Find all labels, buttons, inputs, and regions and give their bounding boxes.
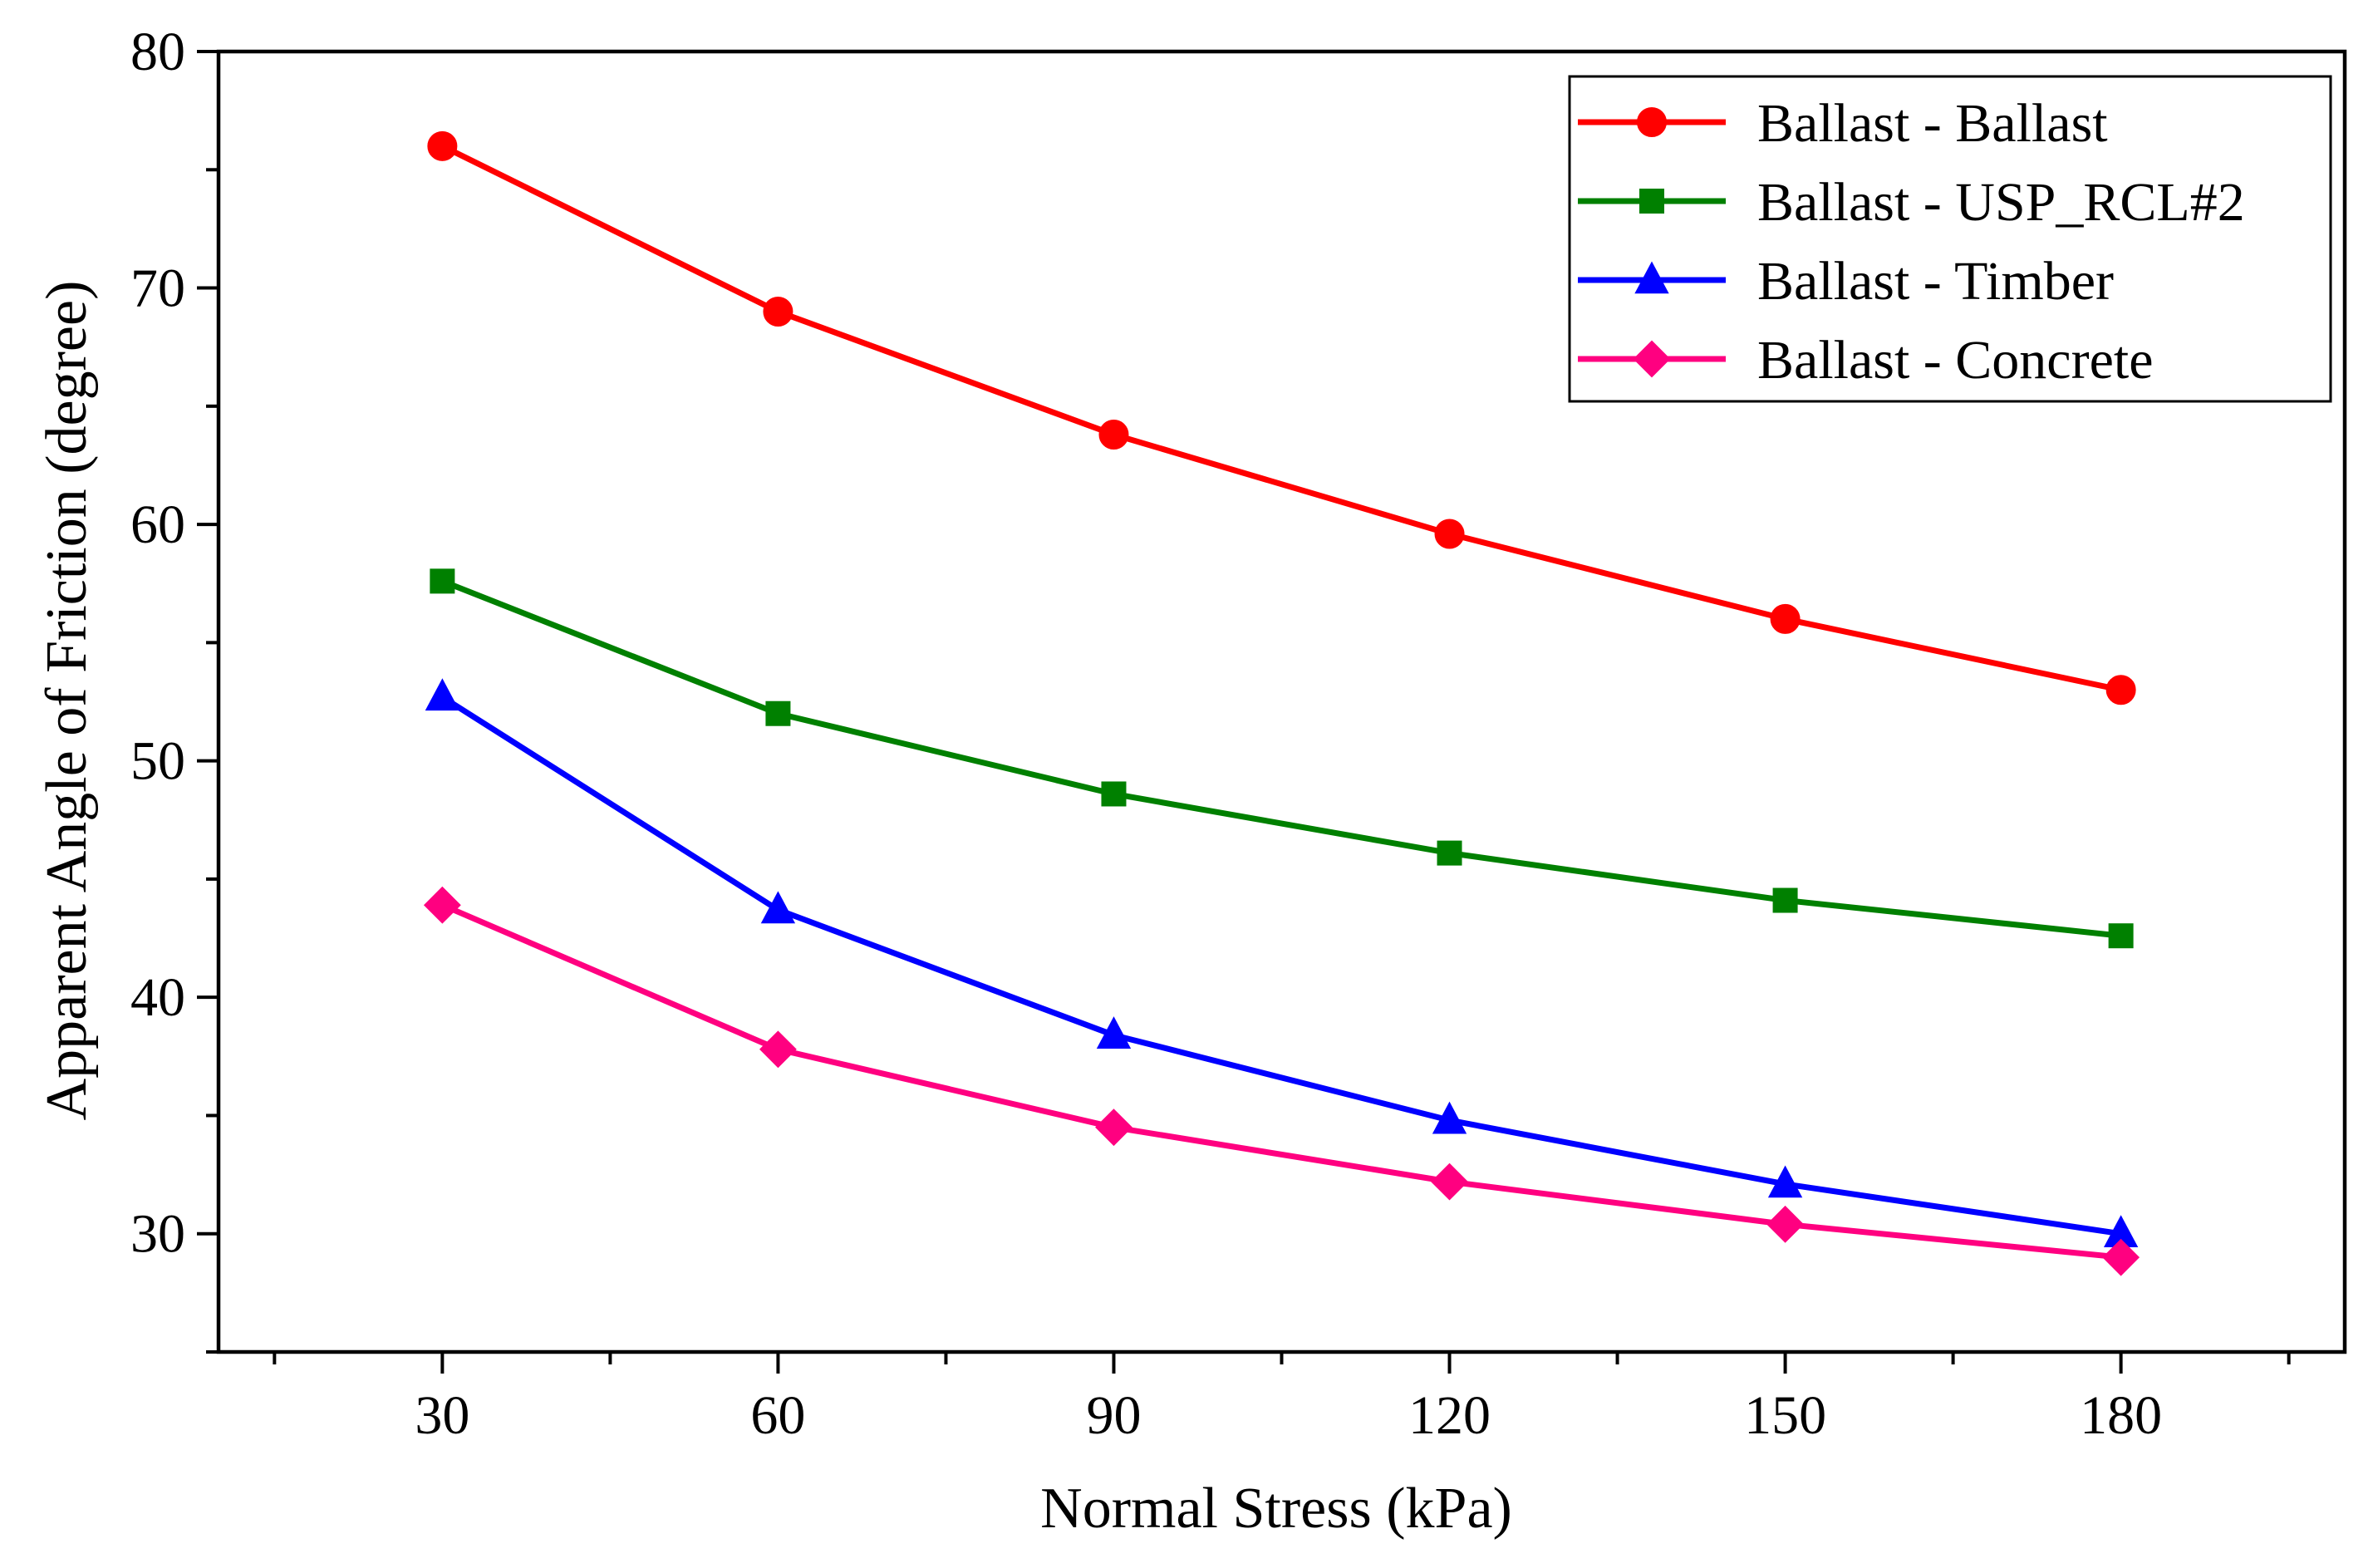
data-point	[1431, 1162, 1468, 1201]
legend-marker	[1639, 189, 1664, 214]
y-axis-title: Apparent Angle of Friction (degree)	[35, 281, 99, 1121]
series-line	[440, 902, 2121, 1261]
legend-marker	[1634, 261, 1669, 294]
legend-item: Ballast - Timber	[1578, 251, 2114, 312]
series-1	[427, 130, 2136, 705]
legend-marker	[1637, 107, 1667, 137]
data-point	[427, 130, 458, 161]
legend-item: Ballast - USP_RCL#2	[1578, 172, 2245, 233]
x-tick-label: 60	[750, 1385, 805, 1446]
x-axis-title: Normal Stress (kPa)	[1040, 1477, 1512, 1541]
legend-label: Ballast - Timber	[1757, 251, 2114, 312]
y-tick-label: 30	[130, 1204, 185, 1265]
x-tick-label: 180	[2080, 1385, 2162, 1446]
y-tick-label: 50	[130, 731, 185, 792]
data-point	[763, 297, 793, 327]
data-point	[2102, 1238, 2140, 1276]
x-tick-label: 120	[1408, 1385, 1491, 1446]
legend-label: Ballast - USP_RCL#2	[1757, 172, 2245, 233]
legend-label: Ballast - Concrete	[1757, 330, 2154, 391]
data-point	[1096, 1016, 1132, 1049]
data-point	[1101, 781, 1127, 807]
data-point	[1437, 840, 1462, 866]
legend: Ballast - Ballast Ballast - USP_RCL#2 Ball…	[1568, 75, 2332, 403]
legend-item: Ballast - Ballast	[1578, 93, 2108, 154]
data-point	[425, 678, 460, 711]
x-tick-label: 30	[415, 1385, 469, 1446]
series-3	[425, 678, 2139, 1248]
series-4	[423, 886, 2140, 1276]
y-tick-label: 70	[130, 258, 185, 319]
series-line	[441, 578, 2121, 939]
data-point	[1772, 887, 1798, 913]
data-point	[430, 568, 455, 594]
legend-marker	[1633, 340, 1671, 378]
data-point	[765, 700, 791, 726]
y-tick-label: 40	[130, 967, 185, 1028]
y-tick-label: 80	[130, 22, 185, 82]
x-axis: 30 60 90 120 150 180	[273, 1352, 2291, 1446]
x-tick-label: 90	[1086, 1385, 1141, 1446]
data-point	[1767, 1165, 1803, 1198]
data-point	[423, 886, 461, 924]
data-point	[1434, 519, 1465, 549]
data-point	[759, 1030, 797, 1069]
series-2	[430, 568, 2134, 949]
data-point	[2108, 923, 2134, 949]
data-point	[1098, 419, 1129, 450]
y-axis: 30 40 50 60 70 80	[130, 22, 219, 1354]
data-point	[1432, 1101, 1467, 1134]
series-layer	[423, 130, 2140, 1276]
legend-box	[1568, 75, 2332, 403]
legend-item: Ballast - Concrete	[1578, 330, 2154, 391]
data-point	[2105, 675, 2136, 705]
y-tick-label: 60	[130, 494, 185, 555]
data-point	[760, 891, 796, 924]
x-tick-label: 150	[1744, 1385, 1826, 1446]
data-point	[1766, 1205, 1804, 1243]
series-line	[440, 143, 2122, 693]
data-point	[1770, 603, 1801, 634]
data-point	[1095, 1108, 1132, 1147]
series-line	[440, 694, 2122, 1237]
legend-label: Ballast - Ballast	[1757, 93, 2108, 154]
